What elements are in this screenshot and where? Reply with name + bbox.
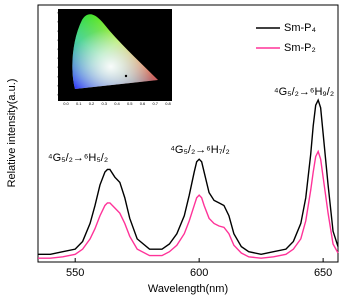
inset-x-label: 0.0: [63, 101, 69, 106]
series-line: [38, 98, 339, 256]
inset-x-label: 0.6: [140, 101, 146, 106]
inset: [58, 9, 172, 101]
inset-x-label: 0.2: [89, 101, 95, 106]
inset-x-label: 0.7: [152, 101, 158, 106]
inset-y-label: 0.1: [57, 83, 63, 88]
annotation: ⁴G₅/₂→⁶H₇/₂: [170, 144, 230, 156]
cie-gamut-white: [72, 14, 158, 89]
annotation: ⁴G₅/₂→⁶H₅/₂: [48, 152, 108, 164]
inset-y-label: 0.8: [57, 19, 63, 24]
inset-y-label: 0.4: [57, 56, 63, 61]
inset-y-label: 0.9: [57, 10, 63, 15]
inset-y-label: 0.5: [57, 47, 63, 52]
inset-x-label: 0.8: [165, 101, 171, 106]
plot-frame: [37, 4, 339, 263]
legend-label: Sm-P₂: [284, 42, 316, 54]
x-tick-label: 650: [314, 267, 332, 279]
cie-point: [124, 74, 128, 78]
inset-x-label: 0.4: [114, 101, 120, 106]
inset-y-label: 0.2: [57, 74, 63, 79]
inset-y-label: 0.7: [57, 28, 63, 33]
series-line: [38, 149, 339, 259]
inset-y-label: 0.0: [57, 92, 63, 97]
x-tick-label: 550: [66, 267, 84, 279]
inset-x-label: 0.1: [76, 101, 82, 106]
inset-y-label: 0.3: [57, 65, 63, 70]
x-tick-label: 600: [190, 267, 208, 279]
annotation: ⁴G₅/₂→⁶H₉/₂: [274, 86, 334, 98]
inset-y-label: 0.6: [57, 37, 63, 42]
x-axis-label: Wavelength(nm): [148, 283, 228, 295]
legend-label: Sm-P₄: [284, 22, 317, 34]
inset-x-label: 0.5: [127, 101, 133, 106]
inset-x-label: 0.3: [101, 101, 107, 106]
y-axis-label: Relative intensity(a.u.): [6, 79, 18, 188]
